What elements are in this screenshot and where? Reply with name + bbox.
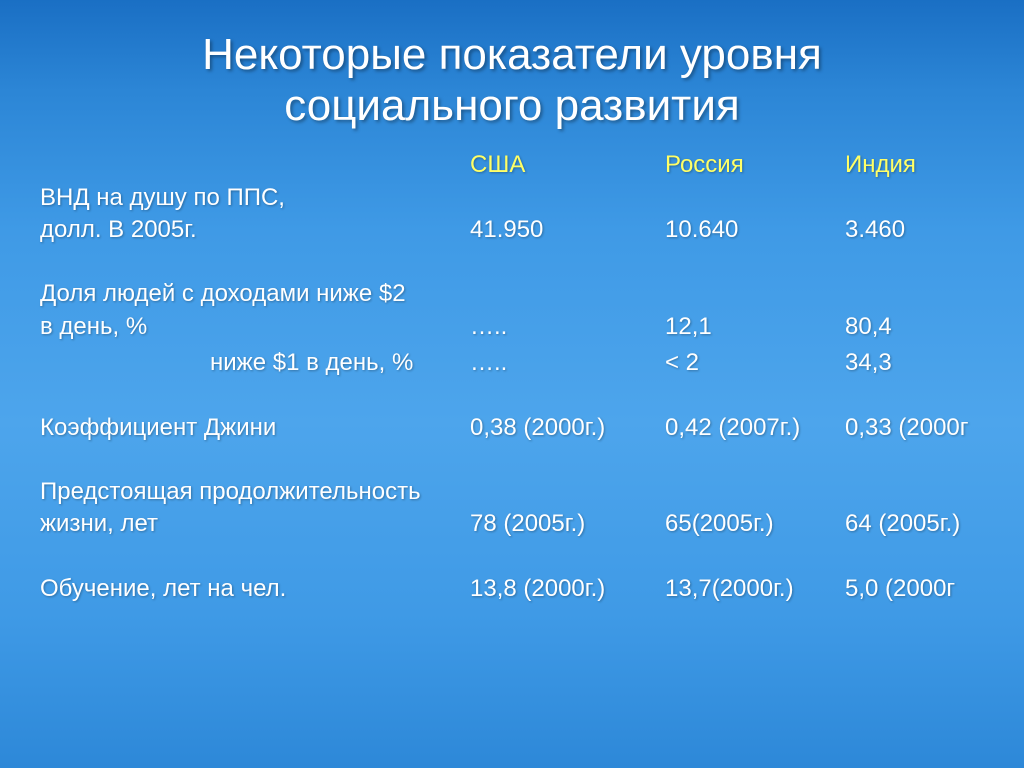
life-india: 64 (2005г.) <box>845 508 984 540</box>
pov1-usa: ….. <box>470 347 665 379</box>
slide-title: Некоторые показатели уровня социального … <box>40 30 984 131</box>
life-label-2: жизни, лет <box>40 508 470 540</box>
edu-row: Обучение, лет на чел. 13,8 (2000г.) 13,7… <box>40 573 984 605</box>
header-spacer <box>40 149 470 181</box>
pov1-russia: < 2 <box>665 347 845 379</box>
pov2-label-1: Доля людей с доходами ниже $2 <box>40 278 470 310</box>
life-russia: 65(2005г.) <box>665 508 845 540</box>
gini-russia: 0,42 (2007г.) <box>665 412 845 444</box>
edu-label: Обучение, лет на чел. <box>40 573 470 605</box>
edu-usa: 13,8 (2000г.) <box>470 573 665 605</box>
edu-russia: 13,7(2000г.) <box>665 573 845 605</box>
header-russia: Россия <box>665 149 845 181</box>
spacer <box>40 246 984 278</box>
slide: Некоторые показатели уровня социального … <box>0 0 1024 768</box>
pov1-india: 34,3 <box>845 347 984 379</box>
gini-india: 0,33 (2000г <box>845 412 984 444</box>
pov2-usa: ….. <box>470 311 665 343</box>
pov2-row-1: Доля людей с доходами ниже $2 <box>40 278 984 310</box>
pov2-russia: 12,1 <box>665 311 845 343</box>
pov2-label-2: в день, % <box>40 311 470 343</box>
gni-row-1: ВНД на душу по ППС, <box>40 182 984 214</box>
life-row-1: Предстоящая продолжительность <box>40 476 984 508</box>
pov2-india: 80,4 <box>845 311 984 343</box>
life-row-2: жизни, лет 78 (2005г.) 65(2005г.) 64 (20… <box>40 508 984 540</box>
life-label-1: Предстоящая продолжительность <box>40 476 421 508</box>
header-usa: США <box>470 149 665 181</box>
spacer <box>40 380 984 412</box>
title-line-1: Некоторые показатели уровня <box>202 30 822 79</box>
gni-russia: 10.640 <box>665 214 845 246</box>
pov1-label: ниже $1 в день, % <box>40 347 470 379</box>
spacer <box>40 541 984 573</box>
slide-content: США Россия Индия ВНД на душу по ППС, дол… <box>40 149 984 605</box>
gini-label: Коэффициент Джини <box>40 412 470 444</box>
gni-label-2: долл. В 2005г. <box>40 214 470 246</box>
life-usa: 78 (2005г.) <box>470 508 665 540</box>
gini-row: Коэффициент Джини 0,38 (2000г.) 0,42 (20… <box>40 412 984 444</box>
title-line-2: социального развития <box>284 81 740 130</box>
pov1-row: ниже $1 в день, % ….. < 2 34,3 <box>40 347 984 379</box>
pov2-row-2: в день, % ….. 12,1 80,4 <box>40 311 984 343</box>
header-india: Индия <box>845 149 984 181</box>
gni-row-2: долл. В 2005г. 41.950 10.640 3.460 <box>40 214 984 246</box>
spacer <box>40 444 984 476</box>
gni-label-1: ВНД на душу по ППС, <box>40 182 470 214</box>
gini-usa: 0,38 (2000г.) <box>470 412 665 444</box>
edu-india: 5,0 (2000г <box>845 573 984 605</box>
header-row: США Россия Индия <box>40 149 984 181</box>
gni-usa: 41.950 <box>470 214 665 246</box>
gni-india: 3.460 <box>845 214 984 246</box>
